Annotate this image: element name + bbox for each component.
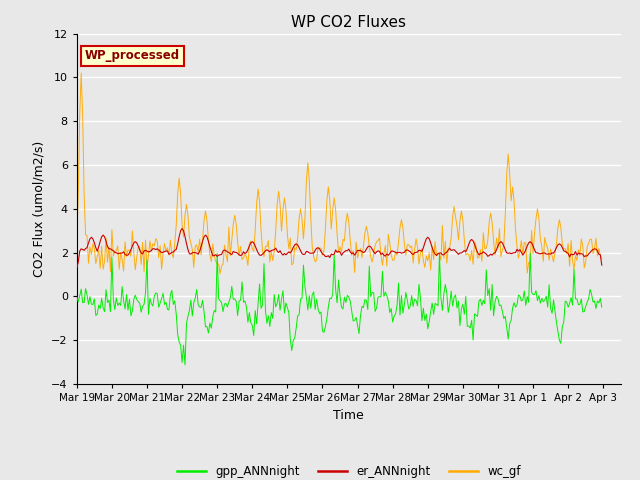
Text: WP_processed: WP_processed: [85, 49, 180, 62]
Legend: gpp_ANNnight, er_ANNnight, wc_gf: gpp_ANNnight, er_ANNnight, wc_gf: [172, 461, 526, 480]
Title: WP CO2 Fluxes: WP CO2 Fluxes: [291, 15, 406, 30]
Y-axis label: CO2 Flux (umol/m2/s): CO2 Flux (umol/m2/s): [33, 141, 45, 277]
X-axis label: Time: Time: [333, 408, 364, 421]
